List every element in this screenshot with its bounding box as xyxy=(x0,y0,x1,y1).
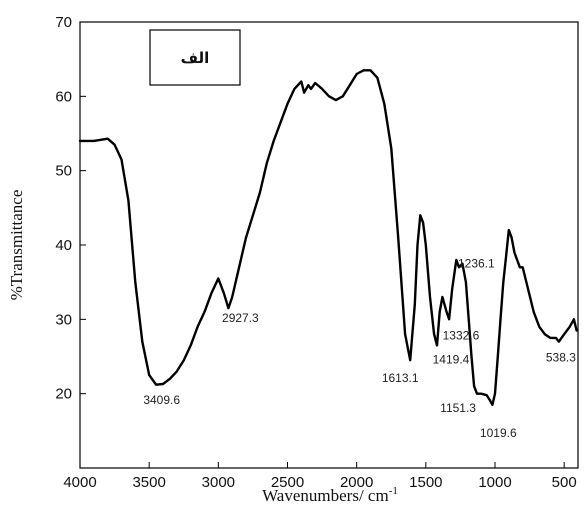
x-axis-title: Wavenumbers/ cm-1 xyxy=(262,485,398,505)
y-tick-label: 50 xyxy=(55,163,72,180)
peak-label: 1151.3 xyxy=(440,401,476,415)
x-tick-label: 2000 xyxy=(340,474,373,491)
peak-annotation-group: 3409.6 2927.3 1613.1 1419.4 1332.6 1236.1 1151… xyxy=(143,257,576,440)
tick-group xyxy=(79,21,565,468)
y-axis-title: %Transmittance xyxy=(7,190,26,301)
y-tick-label: 70 xyxy=(55,14,72,31)
peak-label: 1613.1 xyxy=(382,371,419,385)
peak-label: 1236.1 xyxy=(458,257,495,271)
y-tick-label: 30 xyxy=(55,311,72,328)
x-tick-label: 4000 xyxy=(63,474,96,491)
peak-label: 538.3 xyxy=(546,351,576,365)
x-axis-title-superscript: -1 xyxy=(389,485,398,497)
peak-label: 1019.6 xyxy=(480,426,517,440)
peak-label: 3409.6 xyxy=(143,393,180,407)
peak-label: 2927.3 xyxy=(222,311,259,325)
y-tick-label: 60 xyxy=(55,88,72,105)
x-tick-label: 1500 xyxy=(409,474,442,491)
x-tick-label: 3500 xyxy=(132,474,165,491)
x-tick-label: 500 xyxy=(552,474,577,491)
peak-label: 1332.6 xyxy=(443,328,480,342)
y-tick-label: 40 xyxy=(55,237,72,254)
transmittance-line xyxy=(78,69,578,406)
tick-label-group: 4000 3500 3000 2500 2000 1500 1000 500 20 30 40 50 6… xyxy=(55,14,576,491)
legend-label: الف xyxy=(181,49,210,67)
legend-box: الف xyxy=(149,29,241,86)
x-tick-label: 2500 xyxy=(271,474,304,491)
x-tick-label: 3000 xyxy=(202,474,235,491)
peak-label: 1419.4 xyxy=(433,352,470,366)
y-tick-label: 20 xyxy=(55,386,72,403)
x-axis-title-text: Wavenumbers/ cm xyxy=(262,486,389,505)
x-tick-label: 1000 xyxy=(478,474,511,491)
